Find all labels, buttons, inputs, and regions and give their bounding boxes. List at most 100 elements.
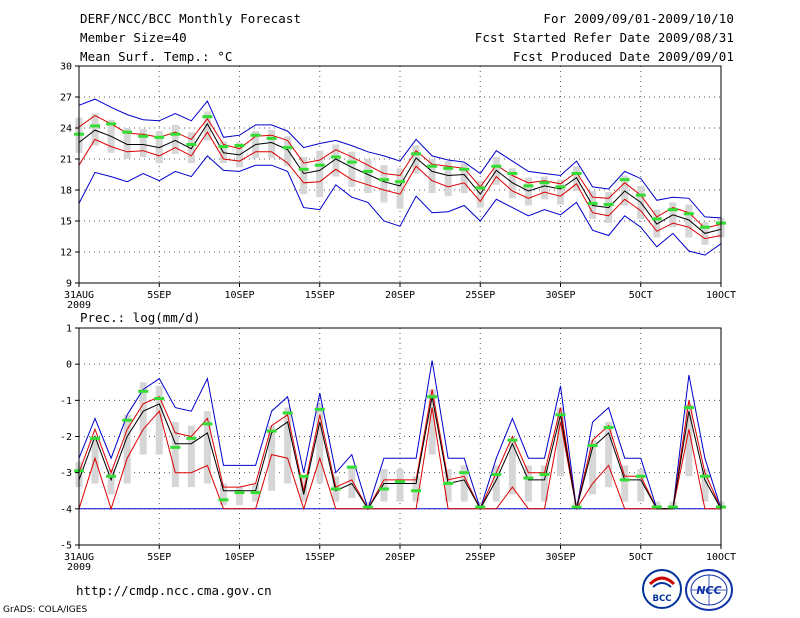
temp-box: [203, 111, 211, 141]
temp-xtick-label: 31AUG: [64, 290, 94, 301]
temp-xtick-label: 25SEP: [465, 290, 495, 301]
prec-ytick-label: -5: [60, 541, 72, 552]
temp-box: [284, 136, 292, 167]
temp-box: [332, 144, 340, 177]
prec-xtick-label: 25SEP: [465, 552, 495, 563]
temp-ytick-label: 18: [60, 186, 72, 197]
prec-box: [268, 425, 276, 491]
temp-box: [187, 132, 195, 164]
grads-credit: GrADS: COLA/IGES: [3, 605, 88, 615]
temp-xtick-label: 15SEP: [305, 290, 335, 301]
temp-box: [412, 145, 420, 174]
prec-box: [203, 411, 211, 484]
prec-box: [236, 487, 243, 506]
temp-ytick-label: 24: [60, 124, 72, 135]
prec-box: [364, 501, 372, 509]
prec-xtick-label: 5SEP: [147, 552, 171, 563]
temp-ytick-label: 27: [60, 93, 72, 104]
prec-box: [91, 436, 99, 484]
member-size: Member Size=40: [80, 30, 187, 45]
temp-box: [91, 113, 99, 146]
prec-xtick-label: 30SEP: [545, 552, 575, 563]
prec-box: [653, 501, 661, 509]
prec-box: [685, 403, 693, 477]
ncc-logo: NCC: [685, 569, 733, 611]
forecast-period: For 2009/09/01-2009/10/10: [543, 11, 734, 26]
prec-ytick-label: -1: [60, 396, 72, 407]
prec-ytick-label: 0: [66, 360, 72, 371]
temp-box: [300, 156, 308, 195]
temp-box: [524, 177, 532, 206]
temp-box: [123, 128, 131, 159]
website-url[interactable]: http://cmdp.ncc.cma.gov.cn: [76, 583, 272, 598]
prec-box: [412, 476, 420, 502]
prec-box: [380, 469, 388, 502]
temp-box: [460, 163, 468, 194]
prec-box: [492, 465, 500, 502]
prec-box: [557, 407, 564, 477]
prec-box: [139, 382, 147, 455]
temp-box: [540, 176, 548, 200]
temp-xtick-year: 2009: [67, 300, 91, 311]
prec-box: [573, 501, 581, 509]
temp-box: [380, 165, 388, 203]
temp-box: [396, 168, 404, 209]
temp-xtick-label: 10OCT: [706, 290, 736, 301]
prec-box: [637, 469, 645, 502]
temp-ytick-label: 30: [60, 62, 72, 73]
temp-ytick-label: 12: [60, 248, 72, 259]
temp-box: [139, 129, 147, 157]
prec-box: [348, 465, 356, 498]
prec-box: [123, 414, 131, 484]
prec-xtick-year: 2009: [67, 562, 91, 573]
prec-box: [605, 422, 613, 488]
prec-line-p90: [78, 389, 722, 510]
prec-box: [107, 469, 115, 495]
prec-ytick-label: 1: [66, 324, 72, 335]
temp-variable-label: Mean Surf. Temp.: °C: [80, 49, 233, 64]
temp-ytick-label: 15: [60, 217, 72, 228]
temp-xtick-label: 20SEP: [385, 290, 415, 301]
temp-box: [557, 179, 564, 205]
prec-box: [621, 465, 629, 502]
prec-box: [540, 465, 548, 502]
prec-box: [589, 440, 597, 495]
bcc-logo-text: BCC: [653, 594, 672, 604]
prec-variable-label: Prec.: log(mm/d): [80, 310, 200, 325]
temp-box: [428, 159, 436, 194]
temp-box: [685, 204, 693, 238]
prec-box: [524, 465, 532, 502]
prec-ytick-label: -4: [60, 504, 72, 515]
prec-box: [444, 469, 452, 502]
temp-box: [348, 151, 356, 187]
prec-box: [701, 469, 709, 502]
prec-line-mean: [78, 396, 722, 510]
prec-box: [219, 483, 227, 506]
temp-line-p10: [78, 131, 722, 240]
prec-box: [428, 389, 436, 455]
temp-box: [316, 150, 324, 198]
temp-xtick-label: 5SEP: [147, 290, 171, 301]
prec-xtick-label: 10OCT: [706, 552, 736, 563]
prec-xtick-label: 10SEP: [224, 552, 254, 563]
temp-line-mean: [78, 122, 722, 234]
temp-ytick-label: 21: [60, 155, 72, 166]
prec-box: [476, 501, 484, 509]
temp-ytick-label: 9: [66, 279, 72, 290]
prec-ytick-label: -2: [60, 432, 72, 443]
temp-line-max: [78, 98, 722, 219]
temp-line-p90: [78, 115, 722, 229]
prec-box: [508, 440, 516, 495]
prec-box: [155, 385, 163, 455]
temp-xtick-label: 30SEP: [545, 290, 575, 301]
prec-line-p10: [78, 407, 721, 511]
prec-xtick-label: 5OCT: [629, 552, 653, 563]
prec-xtick-label: 15SEP: [305, 552, 335, 563]
chart-title: DERF/NCC/BCC Monthly Forecast: [80, 11, 302, 26]
prec-box: [187, 425, 195, 488]
prec-box: [171, 422, 179, 488]
